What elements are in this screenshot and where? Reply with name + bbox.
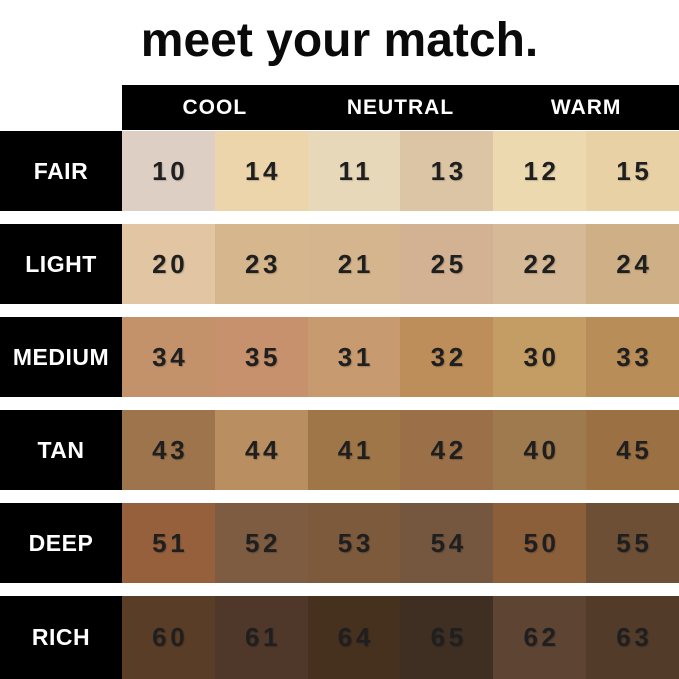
row-label-deep: DEEP [0, 503, 122, 583]
swatch-strip: 20 23 21 25 22 24 [122, 224, 679, 304]
row-label-tan: TAN [0, 410, 122, 490]
header-group-neutral: NEUTRAL [346, 95, 455, 119]
header-group-warm: WARM [550, 95, 622, 119]
row-label-medium: MEDIUM [0, 317, 122, 397]
swatch-strip: 51 52 53 54 50 55 [122, 503, 679, 583]
shade-swatch-14: 14 [214, 131, 308, 211]
shade-swatch-11: 11 [307, 131, 401, 211]
shade-swatch-34: 34 [122, 317, 215, 397]
shade-swatch-32: 32 [400, 317, 494, 397]
shade-swatch-30: 30 [493, 317, 587, 397]
swatch-strip: 34 35 31 32 30 33 [122, 317, 679, 397]
shade-swatch-10: 10 [122, 131, 215, 211]
swatch-strip: 60 61 64 65 62 63 [122, 596, 679, 679]
shade-swatch-12: 12 [493, 131, 587, 211]
shade-swatch-45: 45 [586, 410, 679, 490]
shade-swatch-51: 51 [122, 503, 215, 583]
shade-swatch-20: 20 [122, 224, 215, 304]
shade-swatch-31: 31 [307, 317, 401, 397]
shade-swatch-40: 40 [493, 410, 587, 490]
shade-swatch-44: 44 [214, 410, 308, 490]
shade-swatch-55: 55 [586, 503, 679, 583]
shade-row-tan: TAN 43 44 41 42 40 45 [0, 410, 679, 490]
shade-swatch-63: 63 [586, 596, 679, 679]
undertone-header-bar: COOL NEUTRAL WARM [122, 85, 679, 130]
row-label-light: LIGHT [0, 224, 122, 304]
shade-swatch-23: 23 [214, 224, 308, 304]
page-title: meet your match. [140, 14, 539, 67]
shade-swatch-24: 24 [586, 224, 679, 304]
shade-row-medium: MEDIUM 34 35 31 32 30 33 [0, 317, 679, 397]
shade-row-deep: DEEP 51 52 53 54 50 55 [0, 503, 679, 583]
shade-row-rich: RICH 60 61 64 65 62 63 [0, 596, 679, 679]
shade-swatch-50: 50 [493, 503, 587, 583]
shade-swatch-54: 54 [400, 503, 494, 583]
shade-swatch-15: 15 [586, 131, 679, 211]
row-label-fair: FAIR [0, 131, 122, 211]
shade-swatch-13: 13 [400, 131, 494, 211]
shade-swatch-53: 53 [307, 503, 401, 583]
shade-swatch-62: 62 [493, 596, 587, 679]
shade-swatch-41: 41 [307, 410, 401, 490]
shade-swatch-64: 64 [307, 596, 401, 679]
shade-swatch-33: 33 [586, 317, 679, 397]
shade-swatch-25: 25 [400, 224, 494, 304]
header-group-cool: COOL [182, 95, 248, 119]
shade-swatch-61: 61 [214, 596, 308, 679]
shade-row-light: LIGHT 20 23 21 25 22 24 [0, 224, 679, 304]
swatch-strip: 10 14 11 13 12 15 [122, 131, 679, 211]
shade-swatch-60: 60 [122, 596, 215, 679]
shade-swatch-43: 43 [122, 410, 215, 490]
row-label-rich: RICH [0, 596, 122, 679]
shade-row-fair: FAIR 10 14 11 13 12 15 [0, 131, 679, 211]
shade-swatch-21: 21 [307, 224, 401, 304]
shade-swatch-42: 42 [400, 410, 494, 490]
shade-swatch-52: 52 [214, 503, 308, 583]
swatch-strip: 43 44 41 42 40 45 [122, 410, 679, 490]
shade-swatch-65: 65 [400, 596, 494, 679]
shade-swatch-35: 35 [214, 317, 308, 397]
shade-swatch-22: 22 [493, 224, 587, 304]
